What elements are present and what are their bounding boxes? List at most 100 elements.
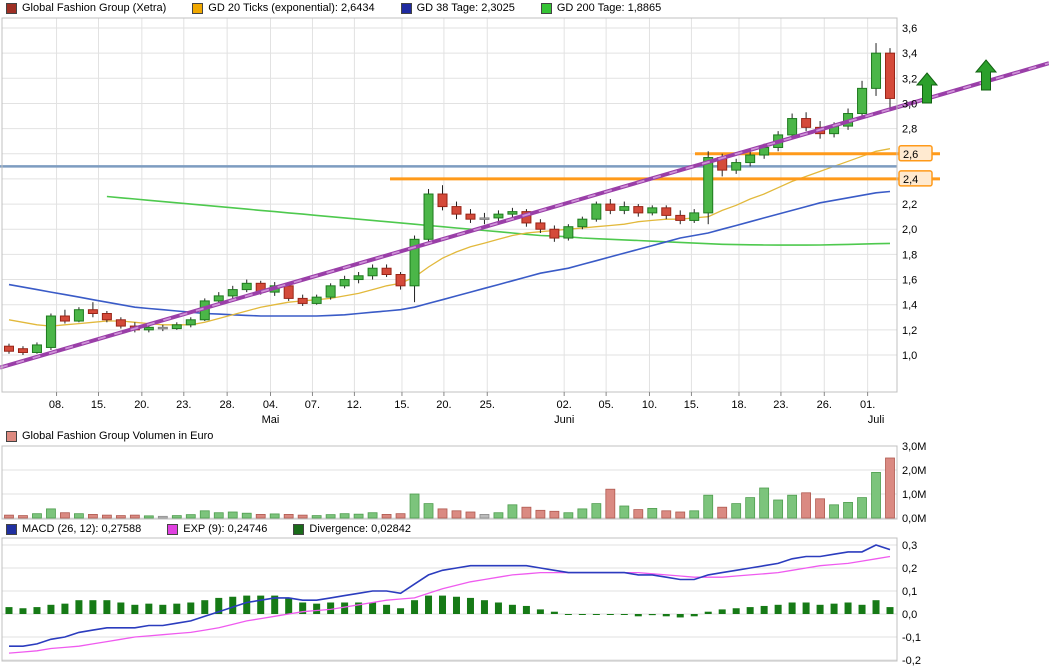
divergence-bar [606, 614, 614, 615]
legend-item-macd: MACD (26, 12): 0,27588 [6, 523, 141, 536]
macd-frame [1, 537, 898, 662]
volume-bar [46, 508, 56, 519]
svg-text:2,0: 2,0 [902, 224, 917, 236]
candle [325, 283, 336, 300]
divergence-bar [145, 603, 153, 614]
volume-bar [619, 505, 630, 519]
volume-bar [745, 497, 756, 519]
volume-bar [18, 515, 28, 519]
macd-axis-labels: 0,3 0,2 0,1 0,0 -0,1 -0,2 [902, 540, 921, 667]
price-legend: Global Fashion Group (Xetra) GD 20 Ticks… [6, 2, 661, 15]
volume-bar [717, 506, 728, 519]
volume-axis-labels: 3,0M 2,0M 1,0M 0,0M [902, 441, 926, 525]
volume-bar [591, 503, 602, 519]
buy-arrows [915, 59, 998, 104]
candle [3, 343, 14, 354]
candle [101, 310, 112, 323]
volume-bar [535, 509, 546, 519]
volume-bar [507, 504, 518, 519]
volume-bar [703, 494, 714, 519]
svg-text:02.: 02. [557, 399, 572, 411]
candle [787, 113, 798, 139]
volume-bar [689, 510, 700, 519]
volume-bar [87, 514, 98, 519]
divergence-bar [47, 604, 55, 614]
divergence-bar [662, 614, 670, 617]
volume-bar [171, 515, 182, 519]
svg-text:08.: 08. [49, 399, 64, 411]
candle [157, 324, 168, 332]
candle [563, 224, 574, 241]
volume-bar [759, 487, 770, 519]
svg-text:0,2: 0,2 [902, 563, 917, 575]
divergence-bar [425, 595, 433, 614]
svg-text:3,6: 3,6 [902, 23, 917, 35]
gd20-label: GD 20 Ticks (exponential): 2,6434 [208, 2, 375, 14]
candle [577, 216, 588, 230]
divergence-bar [746, 607, 754, 614]
candle [395, 271, 406, 290]
svg-text:05.: 05. [598, 399, 613, 411]
svg-text:0,1: 0,1 [902, 586, 917, 598]
gd38-swatch-icon [400, 3, 412, 14]
candle [535, 219, 546, 234]
volume-bar [801, 492, 812, 519]
svg-text:23.: 23. [773, 399, 788, 411]
volume-bar [353, 513, 364, 519]
candle [619, 201, 630, 215]
divergence-bar [411, 600, 419, 614]
svg-text:07.: 07. [305, 399, 320, 411]
divergence-bar [369, 602, 377, 614]
divergence-bar [718, 609, 726, 614]
divergence-bar [522, 605, 530, 614]
divergence-bars [5, 595, 894, 618]
volume-label: Global Fashion Group Volumen in Euro [22, 430, 214, 442]
divergence-bar [886, 607, 894, 614]
volume-legend: Global Fashion Group Volumen in Euro [6, 430, 213, 443]
svg-text:0,0: 0,0 [902, 609, 917, 621]
gd200-label: GD 200 Tage: 1,8865 [556, 2, 662, 14]
svg-text:1,6: 1,6 [902, 275, 917, 287]
volume-bar [605, 488, 616, 519]
svg-text:01.: 01. [860, 399, 875, 411]
price-frame [1, 17, 898, 393]
divergence-bar [201, 600, 209, 614]
svg-text:2,6: 2,6 [903, 149, 918, 161]
candle [31, 342, 42, 354]
divergence-bar [131, 604, 139, 614]
divergence-bar [173, 603, 181, 614]
divergence-bar [299, 602, 307, 614]
svg-text:1,4: 1,4 [902, 300, 917, 312]
divergence-bar [243, 595, 251, 614]
divergence-bar [620, 614, 628, 615]
volume-bar [409, 493, 420, 519]
divergence-bar [872, 600, 880, 614]
divergence-bar [75, 600, 83, 614]
svg-text:25.: 25. [480, 399, 495, 411]
candle [675, 210, 686, 225]
divergence-bar [103, 600, 111, 614]
divergence-bar [802, 602, 810, 614]
svg-text:20.: 20. [436, 399, 451, 411]
svg-text:0,0M: 0,0M [902, 513, 926, 525]
svg-text:3,2: 3,2 [902, 73, 917, 85]
macd-legend: MACD (26, 12): 0,27588 EXP (9): 0,24746 … [6, 523, 411, 536]
svg-text:12.: 12. [347, 399, 362, 411]
divergence-bar [117, 602, 125, 614]
candle [59, 309, 70, 324]
divergence-bar [313, 603, 321, 614]
legend-item-exp: EXP (9): 0,24746 [167, 523, 267, 536]
trend-line [0, 61, 1049, 370]
divergence-bar [578, 614, 586, 615]
divergence-bar [550, 611, 558, 614]
svg-text:15.: 15. [91, 399, 106, 411]
divergence-bar [187, 602, 195, 614]
svg-text:1,2: 1,2 [902, 325, 917, 337]
candle [465, 209, 476, 223]
divergence-bar [397, 608, 405, 614]
volume-bar [423, 503, 434, 519]
legend-item-volume: Global Fashion Group Volumen in Euro [6, 430, 213, 443]
divergence-bar [830, 603, 838, 614]
candles [3, 43, 896, 355]
